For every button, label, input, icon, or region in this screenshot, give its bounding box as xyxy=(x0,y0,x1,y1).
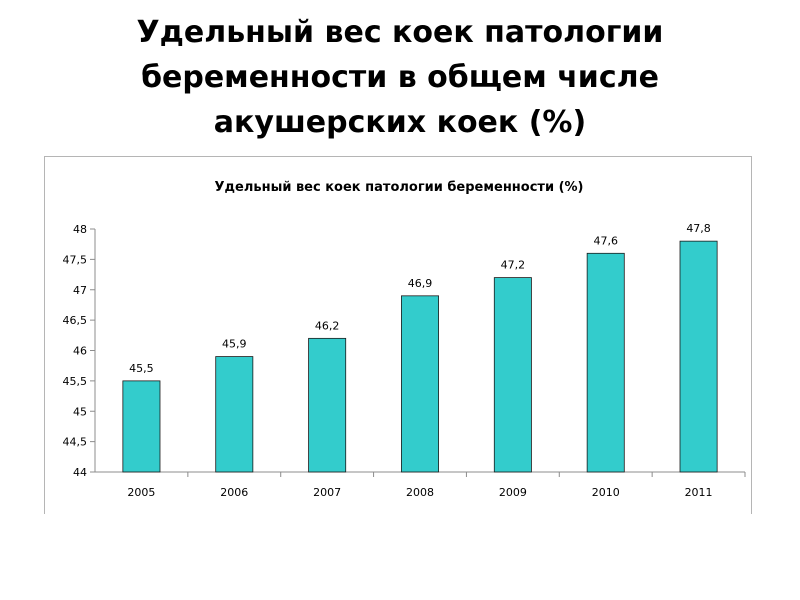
bar-2010 xyxy=(586,252,625,473)
slide-title-line-3: акушерских коек (%) xyxy=(213,105,587,140)
data-label-2010: 47,6 xyxy=(593,234,618,247)
y-tick-label: 46 xyxy=(73,345,87,358)
slide-title-line-2: беременности в общем числе xyxy=(141,60,659,95)
y-tick-label: 44 xyxy=(73,466,87,479)
data-label-2011: 47,8 xyxy=(686,222,711,235)
bar-2009 xyxy=(493,277,532,473)
x-tick-label-2009: 2009 xyxy=(499,486,527,499)
bar-2007 xyxy=(308,337,347,473)
data-label-2007: 46,2 xyxy=(315,319,340,332)
y-tick-label: 45 xyxy=(73,405,87,418)
bar-chart: Удельный вес коек патологии беременности… xyxy=(63,180,746,499)
x-tick-label-2006: 2006 xyxy=(220,486,248,499)
data-label-2009: 47,2 xyxy=(501,259,526,272)
slide-title-line-1: Удельный вес коек патологии xyxy=(136,15,664,50)
x-tick-label-2005: 2005 xyxy=(127,486,155,499)
bar-2006 xyxy=(215,356,254,473)
data-labels: 45,5 45,9 46,2 46,9 47,2 47,6 47,8 xyxy=(129,222,711,375)
y-tick-label: 48 xyxy=(73,223,87,236)
y-tick-label: 45,5 xyxy=(63,375,88,388)
bars xyxy=(122,240,718,473)
bar-2011 xyxy=(679,240,718,473)
x-tick-label-2011: 2011 xyxy=(685,486,713,499)
x-tick-label-2007: 2007 xyxy=(313,486,341,499)
data-label-2008: 46,9 xyxy=(408,277,433,290)
y-tick-label: 47 xyxy=(73,284,87,297)
x-axis: 2005 2006 2007 2008 2009 2010 2011 xyxy=(95,471,746,499)
x-tick-label-2010: 2010 xyxy=(592,486,620,499)
bar-2005 xyxy=(122,380,161,473)
bar-2008 xyxy=(401,295,439,473)
y-tick-label: 44,5 xyxy=(63,436,88,449)
data-label-2006: 45,9 xyxy=(222,338,247,351)
data-label-2005: 45,5 xyxy=(129,362,154,375)
chart-frame: Удельный вес коек патологии беременности… xyxy=(44,156,752,514)
chart-title: Удельный вес коек патологии беременности… xyxy=(215,180,584,195)
slide-title: Удельный вес коек патологии беременности… xyxy=(0,10,800,145)
y-axis: 44 44,5 45 45,5 46 46,5 47 47,5 48 xyxy=(63,223,96,479)
y-tick-label: 46,5 xyxy=(63,314,88,327)
x-tick-label-2008: 2008 xyxy=(406,486,434,499)
y-tick-label: 47,5 xyxy=(63,253,88,266)
